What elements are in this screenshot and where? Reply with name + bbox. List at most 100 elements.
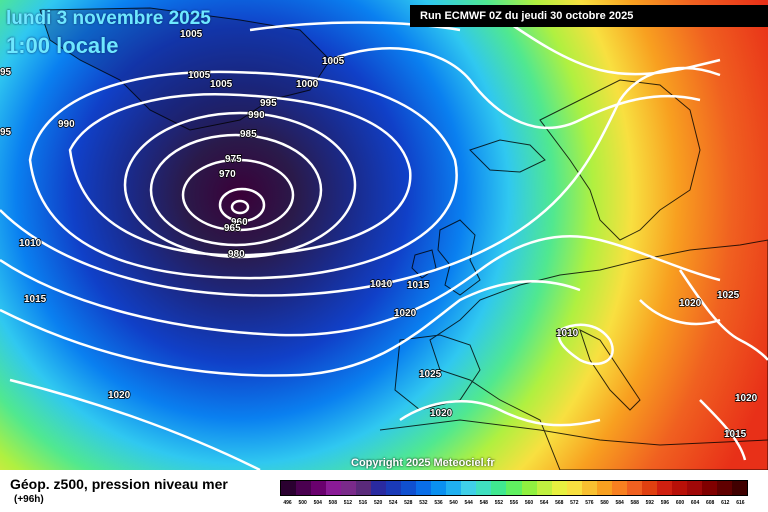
isobar-label: 1015 bbox=[24, 294, 47, 305]
color-swatch bbox=[356, 481, 372, 495]
color-scale-value: 572 bbox=[570, 500, 579, 506]
color-scale-value: 496 bbox=[283, 500, 292, 506]
color-swatch bbox=[671, 481, 687, 495]
color-scale-value: 544 bbox=[464, 500, 473, 506]
color-scale-value: 588 bbox=[630, 500, 639, 506]
isobar-label: 1025 bbox=[419, 369, 442, 380]
color-swatch bbox=[731, 481, 747, 495]
europe-coast bbox=[429, 239, 768, 470]
color-scale-value: 612 bbox=[721, 500, 730, 506]
isobar-label: 1005 bbox=[188, 70, 211, 81]
isobar-label: 990 bbox=[248, 110, 265, 121]
color-swatch bbox=[416, 481, 432, 495]
color-swatch bbox=[641, 481, 657, 495]
isobar-label: 1020 bbox=[430, 408, 453, 419]
color-scale-value: 556 bbox=[509, 500, 519, 506]
isobar-label: 990 bbox=[58, 119, 75, 130]
isobar-label: 980 bbox=[228, 249, 245, 260]
isobar-label: 1020 bbox=[108, 390, 131, 401]
color-scale-value: 616 bbox=[736, 500, 745, 506]
color-swatch bbox=[386, 481, 402, 495]
isobar-lines bbox=[0, 8, 768, 470]
color-scale-value: 528 bbox=[404, 500, 413, 506]
isobar-label: 965 bbox=[224, 223, 241, 234]
color-swatch bbox=[506, 481, 522, 495]
land-masses bbox=[39, 7, 768, 470]
color-swatch bbox=[536, 481, 552, 495]
color-swatch bbox=[476, 481, 492, 495]
legend-footer: Géop. z500, pression niveau mer (+96h) 4… bbox=[0, 470, 768, 512]
color-scale-value: 564 bbox=[539, 500, 549, 506]
africa-coast bbox=[379, 419, 768, 446]
color-scale-value: 504 bbox=[313, 500, 322, 506]
color-swatch bbox=[341, 481, 357, 495]
color-swatch bbox=[566, 481, 582, 495]
isobar-label: 1010 bbox=[19, 238, 42, 249]
isobar-label: 1025 bbox=[717, 290, 740, 301]
color-scale-labels: 496 500 504 508 512 516 520 524 528 532 536 540 544 5… bbox=[280, 500, 748, 506]
color-scale-value: 576 bbox=[585, 500, 594, 506]
isobar-label: 1005 bbox=[322, 56, 345, 67]
iberia-coast bbox=[394, 334, 481, 411]
isobar-label: 1010 bbox=[370, 279, 393, 290]
color-scale-value: 604 bbox=[690, 500, 700, 506]
color-scale-value: 596 bbox=[660, 500, 670, 506]
isobar-label: 995 bbox=[260, 98, 277, 109]
color-swatch bbox=[596, 481, 612, 495]
isobar-label: 1015 bbox=[724, 429, 747, 440]
parameter-title: Géop. z500, pression niveau mer bbox=[10, 476, 228, 492]
color-scale-value: 512 bbox=[343, 500, 353, 506]
isobar-label: 95 bbox=[0, 67, 12, 78]
color-scale-value: 560 bbox=[524, 500, 534, 506]
forecast-time: 1:00 locale bbox=[6, 33, 119, 58]
color-scale-value: 584 bbox=[615, 500, 624, 506]
lead-time: (+96h) bbox=[14, 494, 44, 505]
isobar-label: 1020 bbox=[735, 393, 758, 404]
forecast-date: lundi 3 novembre 2025 bbox=[6, 8, 211, 29]
color-scale-value: 592 bbox=[645, 500, 654, 506]
isobar-label: 960 bbox=[231, 217, 248, 228]
iceland-coast bbox=[469, 139, 546, 173]
color-swatch bbox=[401, 481, 417, 495]
isobar-label: 1015 bbox=[407, 280, 430, 291]
isobar-label: 975 bbox=[225, 154, 242, 165]
isobar-label: 970 bbox=[219, 169, 236, 180]
color-swatch bbox=[446, 481, 462, 495]
color-swatch bbox=[611, 481, 627, 495]
britain-coast bbox=[437, 219, 481, 296]
color-swatch bbox=[371, 481, 387, 495]
color-swatch bbox=[626, 481, 642, 495]
color-swatch bbox=[716, 481, 732, 495]
isobar-label: 1005 bbox=[210, 79, 233, 90]
weather-map: 1005 1005 1005 1005 1000 995 990 990 985… bbox=[0, 0, 768, 470]
copyright-text: Copyright 2025 Meteociel.fr bbox=[351, 457, 495, 469]
color-scale-value: 508 bbox=[328, 500, 337, 506]
isobar-label: 1020 bbox=[679, 298, 702, 309]
color-swatch bbox=[281, 481, 297, 495]
isobar-label: 1020 bbox=[394, 308, 417, 319]
color-scale-value: 532 bbox=[419, 500, 428, 506]
map-canvas: 1005 1005 1005 1005 1000 995 990 990 985… bbox=[0, 0, 768, 470]
color-scale-value: 516 bbox=[358, 500, 368, 506]
color-scale-value: 600 bbox=[675, 500, 685, 506]
isobar-label: 1005 bbox=[180, 29, 203, 40]
color-scale-value: 540 bbox=[449, 500, 458, 506]
color-swatch bbox=[551, 481, 567, 495]
scandinavia-coast bbox=[539, 79, 701, 241]
color-swatch bbox=[431, 481, 447, 495]
color-scale bbox=[280, 480, 748, 496]
isobar-label: 985 bbox=[240, 129, 257, 140]
isobar-label: 1000 bbox=[296, 79, 319, 90]
color-scale-value: 548 bbox=[479, 500, 488, 506]
color-scale-value: 524 bbox=[389, 500, 398, 506]
isobar-label: 95 bbox=[0, 127, 12, 138]
color-scale-value: 552 bbox=[494, 500, 504, 506]
color-swatch bbox=[296, 481, 312, 495]
color-scale-value: 520 bbox=[373, 500, 383, 506]
color-scale-value: 536 bbox=[434, 500, 443, 506]
color-swatch bbox=[326, 481, 342, 495]
color-swatch bbox=[656, 481, 672, 495]
color-scale-value: 580 bbox=[600, 500, 609, 506]
color-swatch bbox=[491, 481, 507, 495]
map-background bbox=[0, 0, 768, 470]
